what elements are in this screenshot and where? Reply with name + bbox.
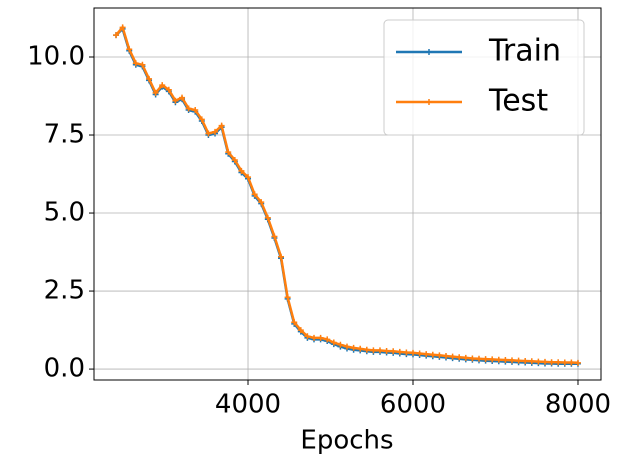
x-tick-label: 8000 — [545, 390, 611, 420]
point-marker — [409, 349, 416, 356]
point-marker — [297, 327, 304, 334]
point-marker — [218, 122, 225, 129]
point-marker — [205, 130, 212, 137]
point-marker — [179, 94, 186, 101]
y-tick-label: 7.5 — [44, 120, 85, 150]
point-marker — [159, 82, 166, 89]
point-marker — [449, 353, 456, 360]
point-marker — [172, 97, 179, 104]
point-marker — [258, 199, 265, 206]
point-marker — [541, 358, 548, 365]
point-marker — [383, 347, 390, 354]
point-marker — [436, 352, 443, 359]
point-marker — [192, 107, 199, 114]
point-marker — [489, 356, 496, 363]
x-tick-label: 6000 — [380, 390, 446, 420]
point-marker — [317, 334, 324, 341]
point-marker — [344, 343, 351, 350]
point-marker — [304, 333, 311, 340]
point-marker — [548, 359, 555, 366]
point-marker — [324, 336, 331, 343]
point-marker — [456, 354, 463, 361]
point-marker — [574, 359, 581, 366]
point-marker — [528, 358, 535, 365]
point-marker — [357, 345, 364, 352]
y-tick-label: 0.0 — [44, 354, 85, 384]
point-marker — [139, 61, 146, 68]
point-marker — [311, 334, 318, 341]
point-marker — [442, 352, 449, 359]
point-marker — [337, 341, 344, 348]
point-marker — [119, 24, 126, 31]
x-axis-label: Epochs — [300, 426, 393, 456]
point-marker — [469, 355, 476, 362]
point-marker — [132, 60, 139, 67]
legend-label: Train — [488, 34, 561, 69]
point-marker — [152, 89, 159, 96]
point-marker — [370, 347, 377, 354]
y-tick-label: 5.0 — [44, 198, 85, 228]
point-marker — [271, 233, 278, 240]
point-marker — [146, 75, 153, 82]
point-marker — [185, 105, 192, 112]
point-marker — [165, 86, 172, 93]
point-marker — [462, 354, 469, 361]
point-marker — [475, 355, 482, 362]
point-marker — [198, 116, 205, 123]
point-marker — [568, 359, 575, 366]
plot-frame — [93, 7, 602, 381]
point-marker — [502, 357, 509, 364]
point-marker — [535, 358, 542, 365]
point-marker — [416, 350, 423, 357]
point-marker — [245, 174, 252, 181]
point-marker — [396, 348, 403, 355]
x-tick-label: 4000 — [215, 390, 281, 420]
legend-box — [383, 19, 585, 136]
point-marker — [561, 359, 568, 366]
point-marker — [522, 357, 529, 364]
point-marker — [377, 347, 384, 354]
point-marker — [555, 359, 562, 366]
point-marker — [251, 191, 258, 198]
point-marker — [350, 344, 357, 351]
point-marker — [482, 356, 489, 363]
point-marker — [231, 156, 238, 163]
point-marker — [515, 357, 522, 364]
point-marker — [390, 348, 397, 355]
point-marker — [126, 46, 133, 53]
point-marker — [330, 339, 337, 346]
point-marker — [429, 351, 436, 358]
point-marker — [423, 351, 430, 358]
point-marker — [508, 357, 515, 364]
point-marker — [403, 349, 410, 356]
legend-label: Test — [488, 84, 548, 119]
point-marker — [278, 253, 285, 260]
point-marker — [225, 149, 232, 156]
point-marker — [113, 32, 120, 39]
point-marker — [363, 346, 370, 353]
y-tick-label: 2.5 — [44, 276, 85, 306]
point-marker — [238, 167, 245, 174]
legend-marker — [426, 49, 432, 55]
point-marker — [495, 356, 502, 363]
point-marker — [264, 214, 271, 221]
legend-marker — [426, 99, 432, 105]
point-marker — [212, 128, 219, 135]
y-tick-label: 10.0 — [27, 41, 85, 71]
point-marker — [284, 294, 291, 301]
point-marker — [291, 319, 298, 326]
